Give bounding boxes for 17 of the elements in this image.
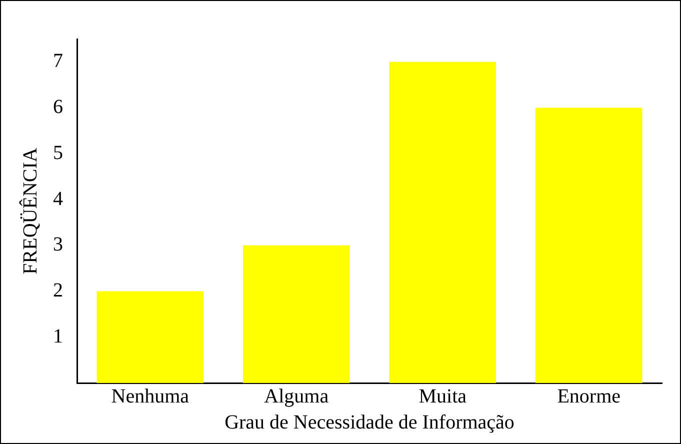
bar xyxy=(535,108,642,383)
y-tick-label: 7 xyxy=(53,50,63,72)
x-tick-label: Nenhuma xyxy=(111,385,190,408)
y-tick-label: 4 xyxy=(53,188,63,210)
x-tick-label: Alguma xyxy=(264,385,329,408)
y-tick-label: 2 xyxy=(53,280,63,302)
y-axis-title: FREQÜÊNCIA xyxy=(18,147,42,274)
x-tick-label: Muita xyxy=(418,385,467,408)
bar xyxy=(389,62,496,383)
y-tick-label: 1 xyxy=(53,325,63,348)
bar xyxy=(96,291,204,383)
y-tick-label: 5 xyxy=(53,142,63,164)
y-tick-label: 6 xyxy=(53,96,63,118)
y-tick-label: 3 xyxy=(53,234,63,256)
bar xyxy=(242,245,350,383)
x-axis-title: Grau de Necessidade de Informação xyxy=(224,411,514,434)
x-tick-label: Enorme xyxy=(557,385,621,408)
